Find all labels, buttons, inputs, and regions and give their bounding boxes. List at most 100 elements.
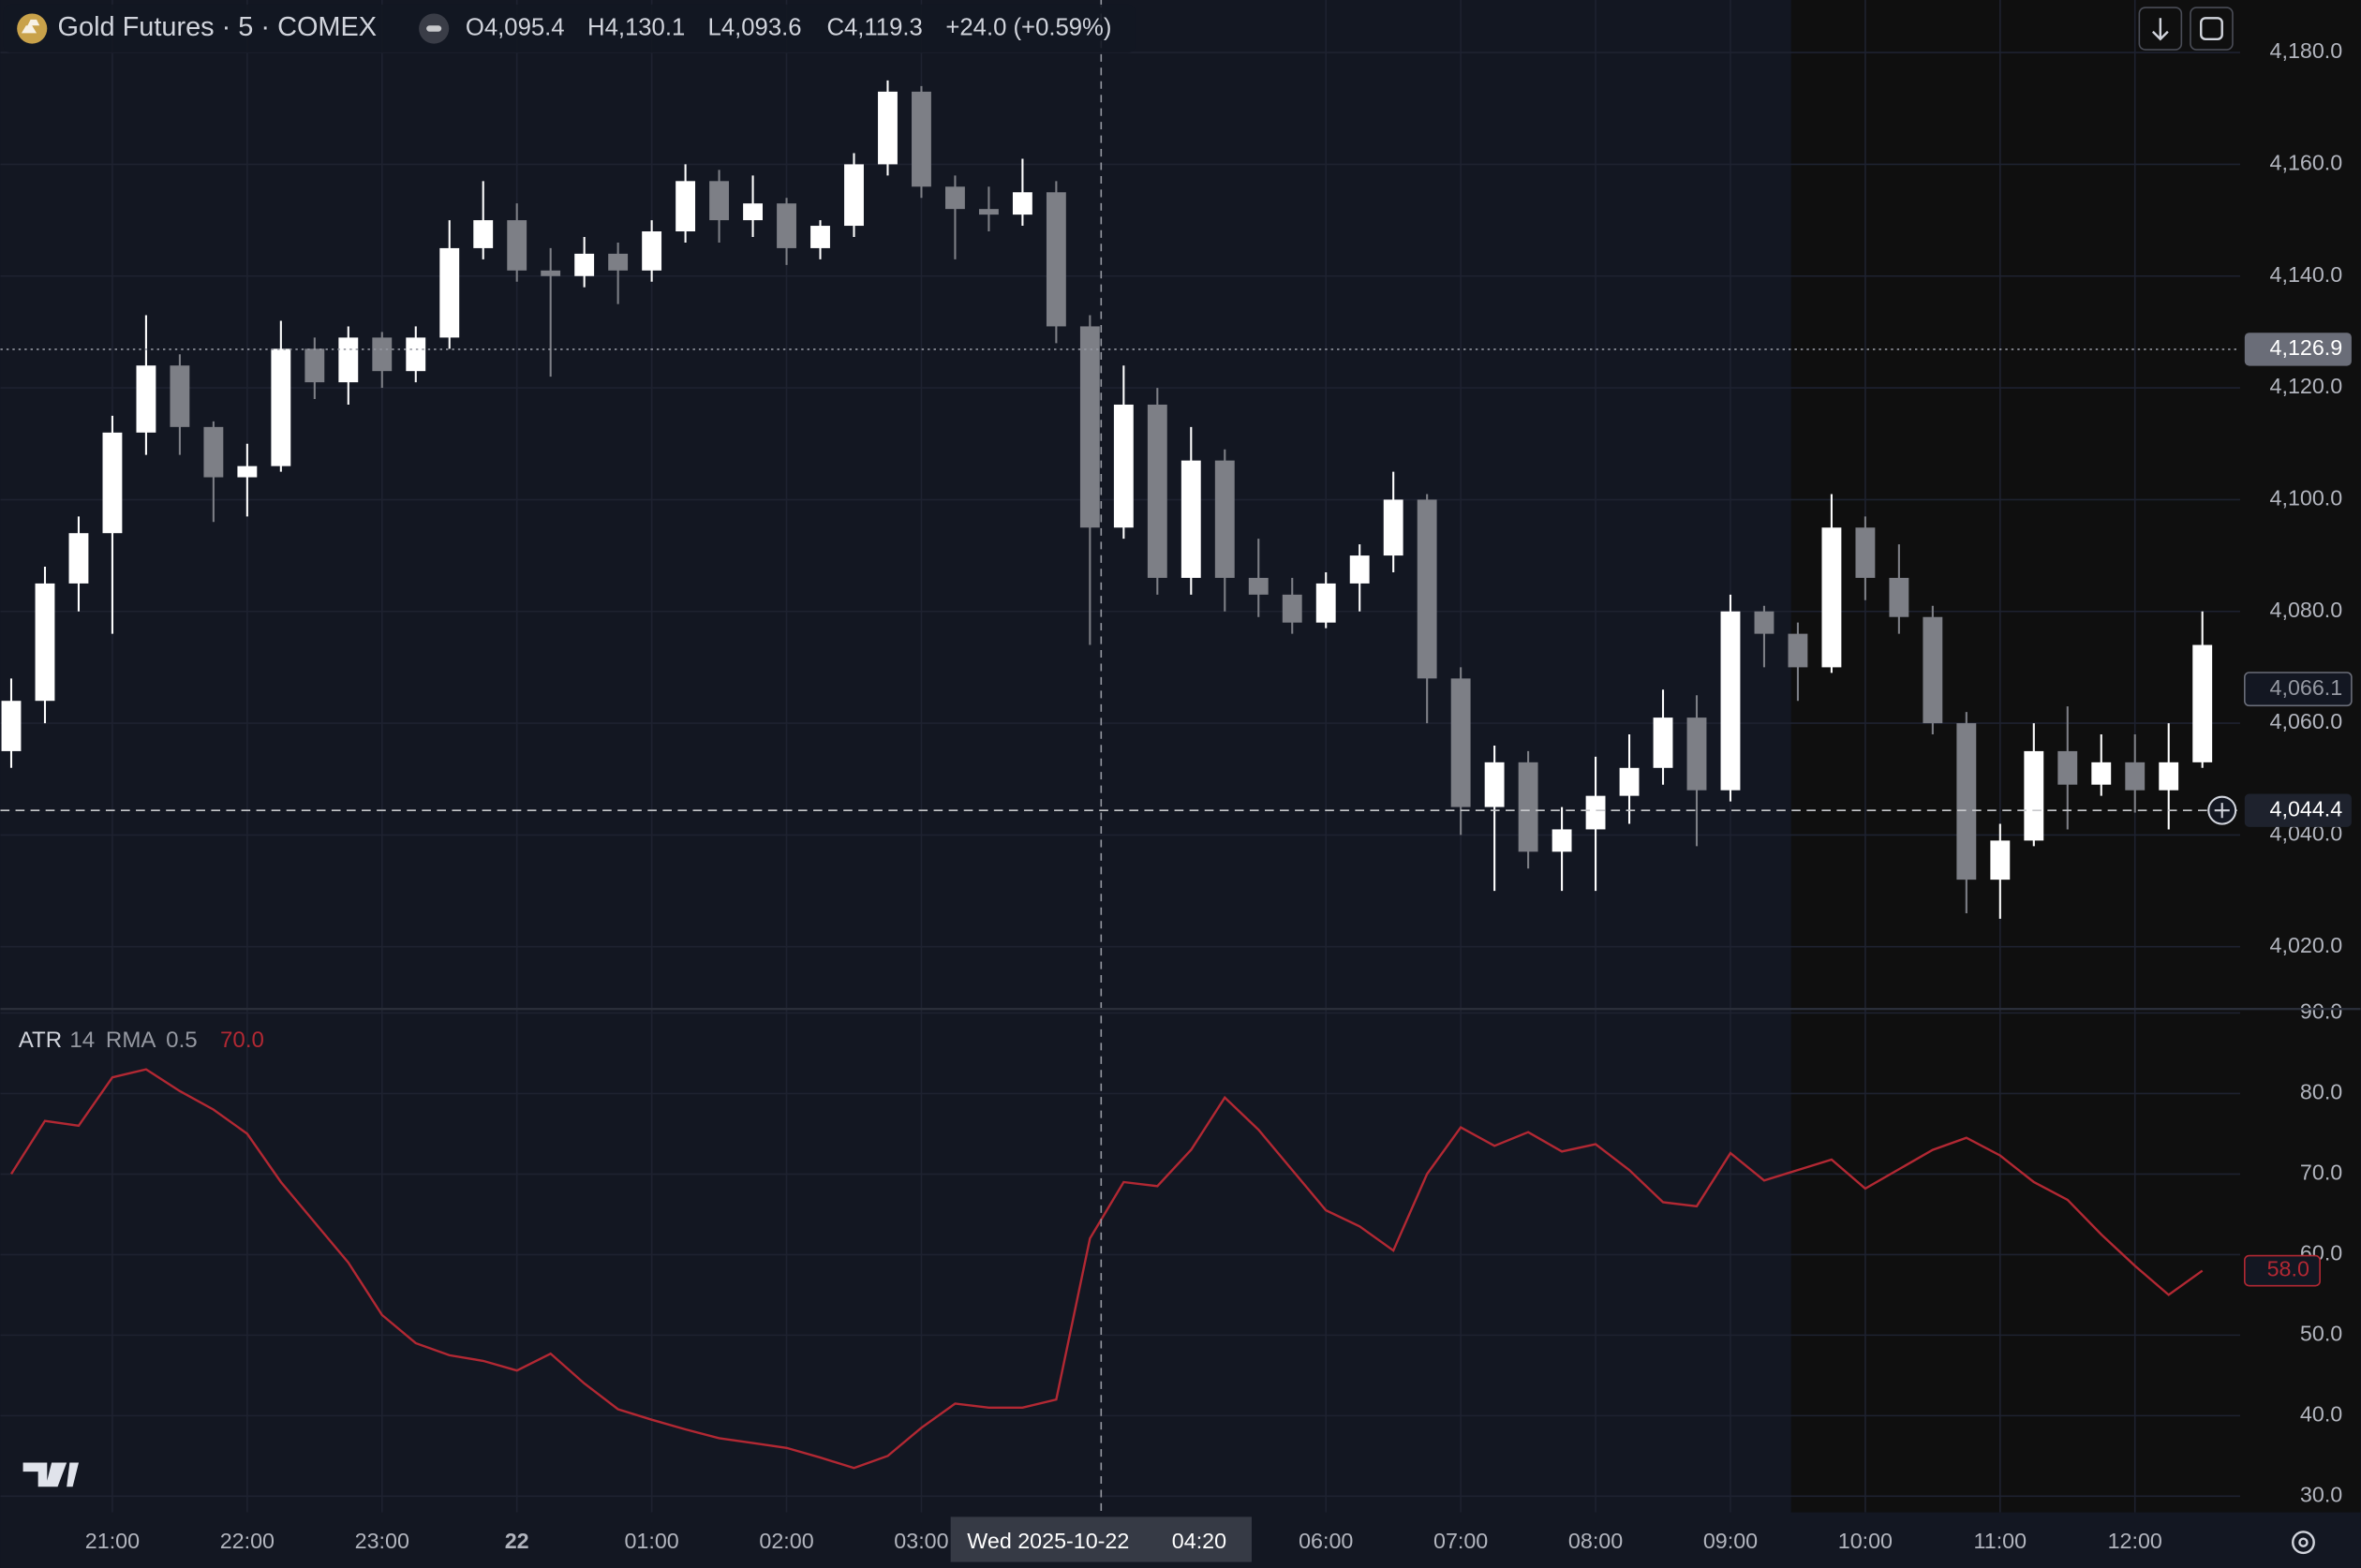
candle-body	[878, 91, 898, 165]
candle-body	[978, 209, 999, 215]
candle-body	[1552, 829, 1572, 852]
settings-button[interactable]	[2292, 1531, 2315, 1555]
candle-body	[102, 432, 123, 534]
candle-body	[35, 583, 55, 702]
candle-body	[1417, 499, 1437, 679]
candle-body	[777, 203, 796, 248]
symbol-icon-bars	[21, 19, 40, 34]
x-tick-label: 06:00	[1299, 1529, 1353, 1553]
candle-body	[1214, 460, 1235, 578]
candle-body	[709, 181, 730, 221]
x-tick-label: 11:00	[1974, 1529, 2027, 1553]
candle-body	[271, 348, 291, 466]
candle-body	[372, 337, 393, 372]
candle-body	[2125, 762, 2146, 791]
candle-body	[170, 365, 190, 427]
extended-hours-shade	[1790, 0, 2361, 1010]
candle-body	[237, 466, 258, 478]
legend-box	[3, 4, 1136, 53]
indicator-param: 0.5	[166, 1028, 197, 1053]
candle-body	[2057, 750, 2078, 785]
candle-body	[574, 253, 595, 276]
y-tick-label: 4,180.0	[2270, 38, 2343, 63]
logo[interactable]	[22, 1462, 80, 1487]
x-tick-label: 21:00	[85, 1529, 140, 1553]
candle-body	[810, 226, 830, 248]
x-tick-label: 08:00	[1568, 1529, 1623, 1553]
candle-body	[2192, 644, 2213, 762]
candle-body	[1923, 616, 1943, 724]
candle-body	[1855, 527, 1876, 578]
candle-body	[1653, 717, 1673, 768]
candle-body	[1, 701, 22, 751]
x-tick-label: 22	[505, 1529, 529, 1553]
change-label: +24.0 (+0.59%)	[945, 14, 1111, 40]
x-tick-label: 12:00	[2108, 1529, 2162, 1553]
crosshair-time: 04:20	[1172, 1529, 1226, 1553]
crosshair-label-box	[950, 1516, 1252, 1562]
candle-body	[1619, 767, 1640, 796]
price-tag	[2244, 793, 2352, 827]
y-tick-label: 4,020.0	[2270, 933, 2343, 957]
candle-body	[1079, 326, 1100, 528]
refresh-icon	[2200, 17, 2223, 40]
candle-body	[1282, 594, 1302, 623]
candle-body	[1012, 192, 1032, 215]
candle-body	[1248, 577, 1269, 595]
indicator-name[interactable]: ATR	[19, 1028, 62, 1053]
symbol-title[interactable]: Gold Futures · 5 · COMEX	[58, 12, 378, 42]
candle-body	[2024, 750, 2044, 841]
x-tick-label: 23:00	[355, 1529, 409, 1553]
price-tag-label: 4,126.9	[2270, 335, 2343, 360]
candle-body	[2159, 762, 2179, 791]
indicator-value: 70.0	[220, 1028, 264, 1053]
add-alert-icon	[2214, 803, 2230, 819]
candle-body	[1349, 555, 1370, 584]
candle-body	[743, 203, 763, 221]
candle-body	[1585, 795, 1606, 830]
candle-body	[68, 533, 89, 584]
refresh-button[interactable]	[2190, 7, 2234, 51]
y-tick-label: 4,060.0	[2270, 709, 2343, 733]
low-label: L4,093.6	[708, 14, 802, 40]
open-label: O4,095.4	[466, 14, 565, 40]
candle-body	[507, 220, 527, 271]
candle-body	[1315, 583, 1336, 623]
y-tick-label: 70.0	[2300, 1161, 2342, 1185]
y-tick-label: 30.0	[2300, 1483, 2342, 1507]
candle-body	[1686, 717, 1707, 791]
x-tick-label: 09:00	[1703, 1529, 1758, 1553]
candle-body	[406, 337, 426, 372]
candle-body	[1180, 460, 1201, 578]
y-tick-label: 4,120.0	[2270, 374, 2343, 398]
x-tick-label: 01:00	[624, 1529, 678, 1553]
candle-body	[1450, 678, 1471, 807]
candle-body	[1821, 527, 1842, 668]
candle-body	[1383, 499, 1403, 556]
indicator-param: RMA	[106, 1028, 156, 1053]
download-icon	[2151, 18, 2169, 41]
candle-body	[203, 426, 224, 478]
candle-body	[844, 164, 864, 227]
close-label: C4,119.3	[826, 14, 922, 40]
x-tick-label: 03:00	[894, 1529, 948, 1553]
candle-body	[676, 181, 696, 232]
candle-body	[1113, 404, 1134, 528]
candle-body	[136, 365, 156, 433]
marks	[1, 80, 2213, 1470]
y-tick-label: 4,080.0	[2270, 598, 2343, 622]
last-value-label: 58.0	[2267, 1257, 2309, 1281]
candle-body	[1956, 723, 1977, 880]
y-tick-label: 4,160.0	[2270, 151, 2343, 175]
candle-body	[1046, 192, 1066, 327]
candle-body	[1754, 611, 1774, 634]
y-tick-label: 90.0	[2300, 999, 2342, 1024]
candle-body	[1518, 762, 1538, 852]
candle-body	[1147, 404, 1167, 578]
price-tag-label: 4,044.4	[2270, 796, 2343, 821]
y-tick-label: 50.0	[2300, 1322, 2342, 1346]
download-button[interactable]	[2138, 7, 2183, 51]
y-tick-label: 80.0	[2300, 1080, 2342, 1104]
y-tick-label: 40.0	[2300, 1402, 2342, 1427]
